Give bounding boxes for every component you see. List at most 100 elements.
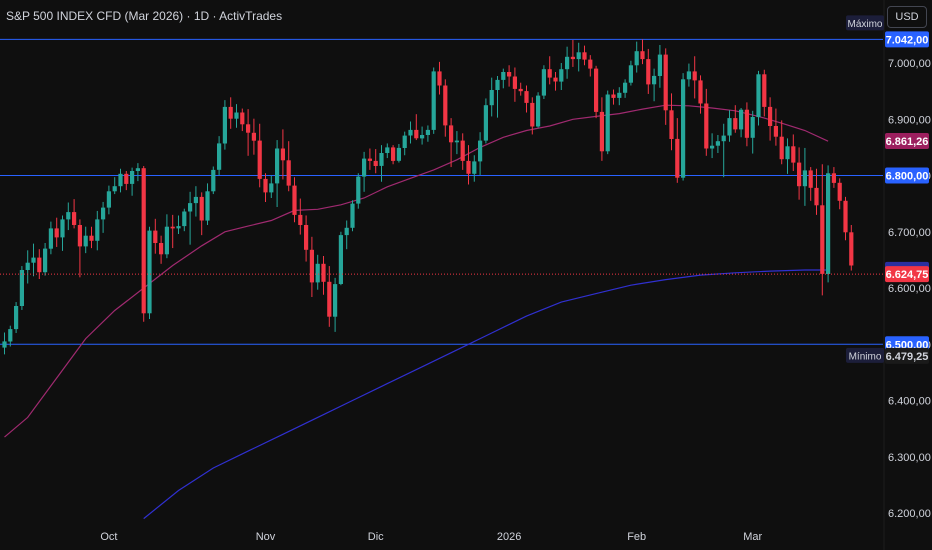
- candle-body[interactable]: [31, 257, 36, 263]
- candle-body[interactable]: [298, 214, 303, 225]
- candle-body[interactable]: [640, 51, 645, 60]
- candle-body[interactable]: [72, 212, 77, 225]
- candle-body[interactable]: [101, 207, 106, 220]
- candle-body[interactable]: [54, 228, 59, 238]
- candle-body[interactable]: [507, 72, 512, 77]
- candle-body[interactable]: [599, 111, 604, 152]
- candle-body[interactable]: [495, 79, 500, 90]
- candle-body[interactable]: [106, 191, 111, 208]
- candle-body[interactable]: [831, 173, 836, 183]
- candle-body[interactable]: [437, 71, 442, 86]
- candle-body[interactable]: [449, 125, 454, 143]
- candle-body[interactable]: [425, 129, 430, 135]
- candle-body[interactable]: [25, 262, 30, 270]
- candle-body[interactable]: [791, 146, 796, 163]
- candle-body[interactable]: [773, 126, 778, 137]
- candle-body[interactable]: [408, 129, 413, 136]
- candle-body[interactable]: [327, 281, 332, 317]
- candle-body[interactable]: [541, 69, 546, 96]
- candle-body[interactable]: [147, 230, 152, 314]
- candle-body[interactable]: [292, 185, 297, 215]
- candle-body[interactable]: [779, 136, 784, 160]
- candle-body[interactable]: [396, 147, 401, 161]
- currency-button[interactable]: USD: [887, 6, 927, 28]
- candle-body[interactable]: [675, 138, 680, 178]
- candle-body[interactable]: [617, 92, 622, 98]
- candle-body[interactable]: [83, 235, 88, 247]
- candle-body[interactable]: [797, 162, 802, 187]
- candle-body[interactable]: [350, 203, 355, 228]
- candle-body[interactable]: [321, 263, 326, 282]
- candle-body[interactable]: [826, 173, 831, 274]
- candle-body[interactable]: [309, 249, 314, 283]
- candle-body[interactable]: [739, 109, 744, 130]
- candle-body[interactable]: [692, 71, 697, 81]
- candle-body[interactable]: [536, 95, 541, 127]
- candle-body[interactable]: [663, 54, 668, 111]
- candle-body[interactable]: [605, 94, 610, 152]
- candle-body[interactable]: [553, 77, 558, 82]
- candle-body[interactable]: [333, 284, 338, 317]
- candle-body[interactable]: [211, 169, 216, 192]
- candle-body[interactable]: [367, 158, 372, 161]
- candle-body[interactable]: [344, 227, 349, 236]
- candle-body[interactable]: [849, 232, 854, 266]
- candle-body[interactable]: [222, 106, 227, 144]
- candle-body[interactable]: [431, 71, 436, 130]
- candle-body[interactable]: [48, 228, 53, 249]
- candle-body[interactable]: [576, 52, 581, 60]
- candle-body[interactable]: [582, 52, 587, 60]
- candle-body[interactable]: [721, 135, 726, 142]
- candle-body[interactable]: [524, 91, 529, 103]
- candle-body[interactable]: [356, 176, 361, 204]
- candle-body[interactable]: [205, 191, 210, 221]
- candle-body[interactable]: [466, 160, 471, 174]
- candle-body[interactable]: [130, 171, 135, 184]
- candle-body[interactable]: [170, 226, 175, 229]
- candle-body[interactable]: [628, 65, 633, 83]
- candle-body[interactable]: [275, 148, 280, 184]
- candle-body[interactable]: [565, 56, 570, 70]
- candle-body[interactable]: [443, 85, 448, 126]
- candle-body[interactable]: [89, 235, 94, 241]
- candle-body[interactable]: [118, 173, 123, 187]
- candle-body[interactable]: [2, 341, 7, 348]
- candle-body[interactable]: [669, 110, 674, 139]
- candle-body[interactable]: [483, 105, 488, 141]
- candle-body[interactable]: [246, 124, 251, 133]
- candle-body[interactable]: [686, 71, 691, 80]
- candle-body[interactable]: [808, 170, 813, 188]
- candle-body[interactable]: [385, 147, 390, 153]
- candle-body[interactable]: [681, 79, 686, 178]
- candle-body[interactable]: [286, 160, 291, 186]
- candle-body[interactable]: [257, 140, 262, 179]
- candle-body[interactable]: [837, 182, 842, 201]
- candle-body[interactable]: [559, 69, 564, 82]
- candle-body[interactable]: [217, 143, 222, 170]
- candle-body[interactable]: [820, 205, 825, 274]
- candle-body[interactable]: [611, 94, 616, 98]
- candle-body[interactable]: [43, 248, 48, 273]
- candle-body[interactable]: [373, 160, 378, 166]
- candle-body[interactable]: [37, 257, 42, 273]
- candle-body[interactable]: [199, 196, 204, 221]
- candle-body[interactable]: [744, 109, 749, 138]
- candle-body[interactable]: [66, 212, 71, 220]
- candle-body[interactable]: [153, 230, 158, 243]
- candle-body[interactable]: [756, 74, 761, 118]
- candle-body[interactable]: [547, 69, 552, 78]
- candle-body[interactable]: [698, 80, 703, 104]
- candle-body[interactable]: [95, 219, 100, 241]
- candle-body[interactable]: [269, 183, 274, 193]
- candle-body[interactable]: [124, 173, 129, 184]
- candle-body[interactable]: [176, 226, 181, 229]
- candle-body[interactable]: [8, 329, 13, 342]
- candle-body[interactable]: [472, 161, 477, 174]
- candle-body[interactable]: [623, 82, 628, 93]
- candle-body[interactable]: [188, 203, 193, 212]
- candle-body[interactable]: [594, 68, 599, 112]
- candle-body[interactable]: [501, 72, 506, 80]
- candle-body[interactable]: [77, 225, 82, 247]
- candle-body[interactable]: [182, 211, 187, 227]
- candle-body[interactable]: [530, 102, 535, 127]
